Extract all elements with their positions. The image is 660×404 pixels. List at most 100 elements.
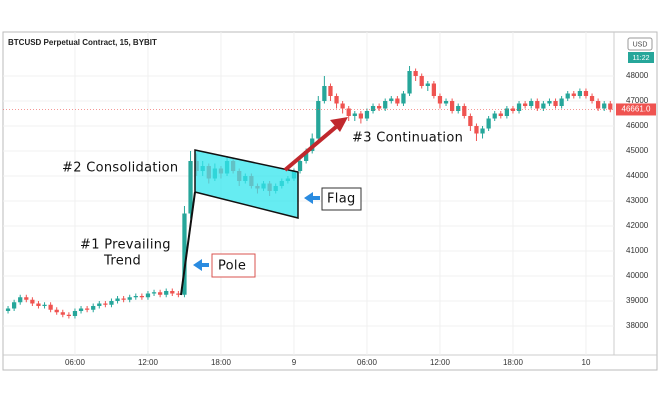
candle-body <box>529 101 534 106</box>
candle-body <box>456 106 461 111</box>
x-tick-label: 18:00 <box>211 358 232 367</box>
candle-body <box>139 296 145 298</box>
y-tick-label: 38000 <box>626 321 649 330</box>
candle-body <box>535 101 540 109</box>
annotation: Trend <box>103 254 141 269</box>
candle-body <box>553 101 558 106</box>
candle-body <box>370 106 376 111</box>
currency: USD <box>633 41 648 48</box>
candle-body <box>522 103 528 106</box>
candle-body <box>176 293 181 295</box>
candle-body <box>91 306 96 310</box>
candle-body <box>78 308 84 311</box>
last-price-box <box>616 103 656 116</box>
countdown-box <box>628 52 654 63</box>
x-tick-label: 9 <box>292 358 297 367</box>
candle-body <box>18 297 23 303</box>
candle-body <box>383 101 388 109</box>
candle-body <box>54 309 59 313</box>
last-price-label: 46661.0 <box>622 105 651 114</box>
y-tick-label: 47000 <box>626 96 649 105</box>
candle-body <box>608 103 613 110</box>
candle-body <box>11 302 17 309</box>
y-tick-label: 42000 <box>626 221 649 230</box>
candle-body <box>145 293 151 298</box>
candle-body <box>565 93 570 99</box>
pole-box <box>211 253 256 278</box>
candle-body <box>358 113 364 119</box>
candle-body <box>72 311 78 316</box>
candle-body <box>541 103 546 109</box>
candle-body <box>151 292 157 294</box>
candle-body <box>346 108 351 116</box>
candle-body <box>480 128 485 134</box>
candle-body <box>328 86 333 96</box>
candle-body <box>401 93 406 104</box>
candle-body <box>303 151 309 161</box>
candle-body <box>340 103 345 109</box>
y-tick-label: 48000 <box>626 71 649 80</box>
y-tick-label: 39000 <box>626 296 649 305</box>
candle-body <box>322 86 327 101</box>
y-tick-label: 43000 <box>626 196 649 205</box>
annotation: #3 Continuation <box>352 131 463 146</box>
candle-body <box>449 101 455 111</box>
candle-body <box>24 297 29 300</box>
x-tick-label: 12:00 <box>430 358 451 367</box>
candle-body <box>36 303 41 306</box>
candle-body <box>425 83 430 86</box>
candle-body <box>127 297 132 300</box>
candle-body <box>407 71 412 94</box>
x-tick-label: 18:00 <box>503 358 524 367</box>
candle-body <box>188 161 193 214</box>
candle-body <box>121 298 126 300</box>
candle-body <box>443 101 449 104</box>
candle-body <box>492 113 497 119</box>
candle-body <box>42 304 47 306</box>
y-tick-label: 40000 <box>626 271 649 280</box>
candle-body <box>109 301 114 305</box>
flag-arrow <box>304 192 320 204</box>
candle-body <box>334 96 339 104</box>
candle-body <box>103 303 108 305</box>
annotation: Pole <box>218 259 246 274</box>
candle-body <box>498 113 503 116</box>
candle-body <box>419 76 424 86</box>
candle-body <box>30 299 35 304</box>
y-tick-label: 44000 <box>626 171 649 180</box>
candle-body <box>595 101 601 109</box>
candle-body <box>395 98 400 104</box>
candle-body <box>364 111 370 119</box>
candle-body <box>164 291 169 295</box>
pole-arrow <box>193 259 209 271</box>
y-tick-label: 45000 <box>626 146 649 155</box>
candle-body <box>84 308 90 310</box>
candle-body <box>510 108 516 111</box>
candle-body <box>474 126 479 134</box>
x-tick-label: 06:00 <box>65 358 86 367</box>
countdown: 11:22 <box>633 55 650 62</box>
candle-body <box>577 91 583 96</box>
chart-title: BTCUSD Perpetual Contract, 15, BYBIT <box>8 38 157 47</box>
annotation: Flag <box>327 192 356 207</box>
candle-body <box>547 101 552 104</box>
annotation: #1 Prevailing <box>80 238 171 253</box>
candle-body <box>66 314 72 316</box>
candle-body <box>413 71 418 76</box>
candle-body <box>60 312 65 315</box>
x-tick-label: 10 <box>582 358 591 367</box>
candle-body <box>133 296 138 298</box>
x-tick-label: 12:00 <box>138 358 159 367</box>
candle-body <box>583 91 589 96</box>
candle-body <box>437 96 443 104</box>
candle-body <box>48 304 53 310</box>
candle-body <box>559 98 564 106</box>
candle-body <box>571 93 576 96</box>
candle-body <box>157 292 163 295</box>
candle-body <box>5 308 11 311</box>
x-tick-label: 06:00 <box>357 358 378 367</box>
candle-body <box>389 98 394 101</box>
candle-body <box>115 298 120 301</box>
annotation: #2 Consolidation <box>62 161 178 176</box>
